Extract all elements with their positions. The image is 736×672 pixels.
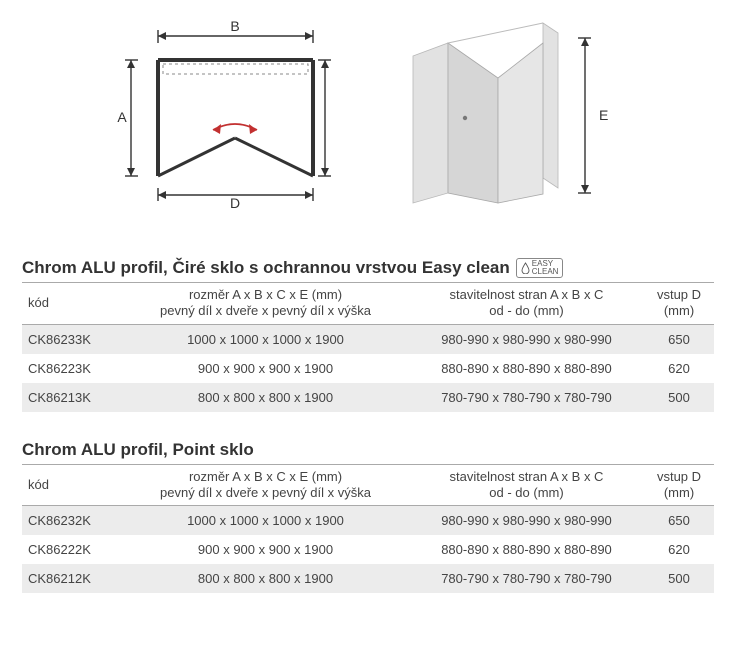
easy-clean-badge: EASY CLEAN xyxy=(516,258,564,278)
table-section1: kód rozměr A x B x C x E (mm) pevný díl … xyxy=(22,282,714,412)
th-entry: vstup D (mm) xyxy=(644,464,714,506)
th-code: kód xyxy=(22,464,122,506)
section1-title: Chrom ALU profil, Čiré sklo s ochrannou … xyxy=(22,258,510,278)
th-adj: stavitelnost stran A x B x C od - do (mm… xyxy=(409,283,644,325)
th-adj: stavitelnost stran A x B x C od - do (mm… xyxy=(409,464,644,506)
th-dims: rozměr A x B x C x E (mm) pevný díl x dv… xyxy=(122,464,409,506)
section2-title: Chrom ALU profil, Point sklo xyxy=(22,440,254,460)
section2-title-row: Chrom ALU profil, Point sklo xyxy=(22,440,714,460)
table-row: CK86213K 800 x 800 x 800 x 1900 780-790 … xyxy=(22,383,714,412)
table-row: CK86233K 1000 x 1000 x 1000 x 1900 980-9… xyxy=(22,324,714,354)
table-row: CK86223K 900 x 900 x 900 x 1900 880-890 … xyxy=(22,354,714,383)
table-row: CK86232K 1000 x 1000 x 1000 x 1900 980-9… xyxy=(22,506,714,536)
table-row: CK86222K 900 x 900 x 900 x 1900 880-890 … xyxy=(22,535,714,564)
diagram-3d-view: E xyxy=(403,18,623,208)
label-A: A xyxy=(117,109,127,125)
table-row: CK86212K 800 x 800 x 800 x 1900 780-790 … xyxy=(22,564,714,593)
th-entry: vstup D (mm) xyxy=(644,283,714,325)
label-E: E xyxy=(599,107,608,123)
diagram-row: B A C xyxy=(22,18,714,208)
table-section2: kód rozměr A x B x C x E (mm) pevný díl … xyxy=(22,464,714,594)
section1-title-row: Chrom ALU profil, Čiré sklo s ochrannou … xyxy=(22,258,714,278)
th-code: kód xyxy=(22,283,122,325)
badge-text: EASY CLEAN xyxy=(532,260,559,276)
label-D: D xyxy=(230,195,240,208)
th-dims: rozměr A x B x C x E (mm) pevný díl x dv… xyxy=(122,283,409,325)
label-B: B xyxy=(230,18,239,34)
diagram-top-view: B A C xyxy=(113,18,333,208)
droplet-icon xyxy=(521,262,530,274)
